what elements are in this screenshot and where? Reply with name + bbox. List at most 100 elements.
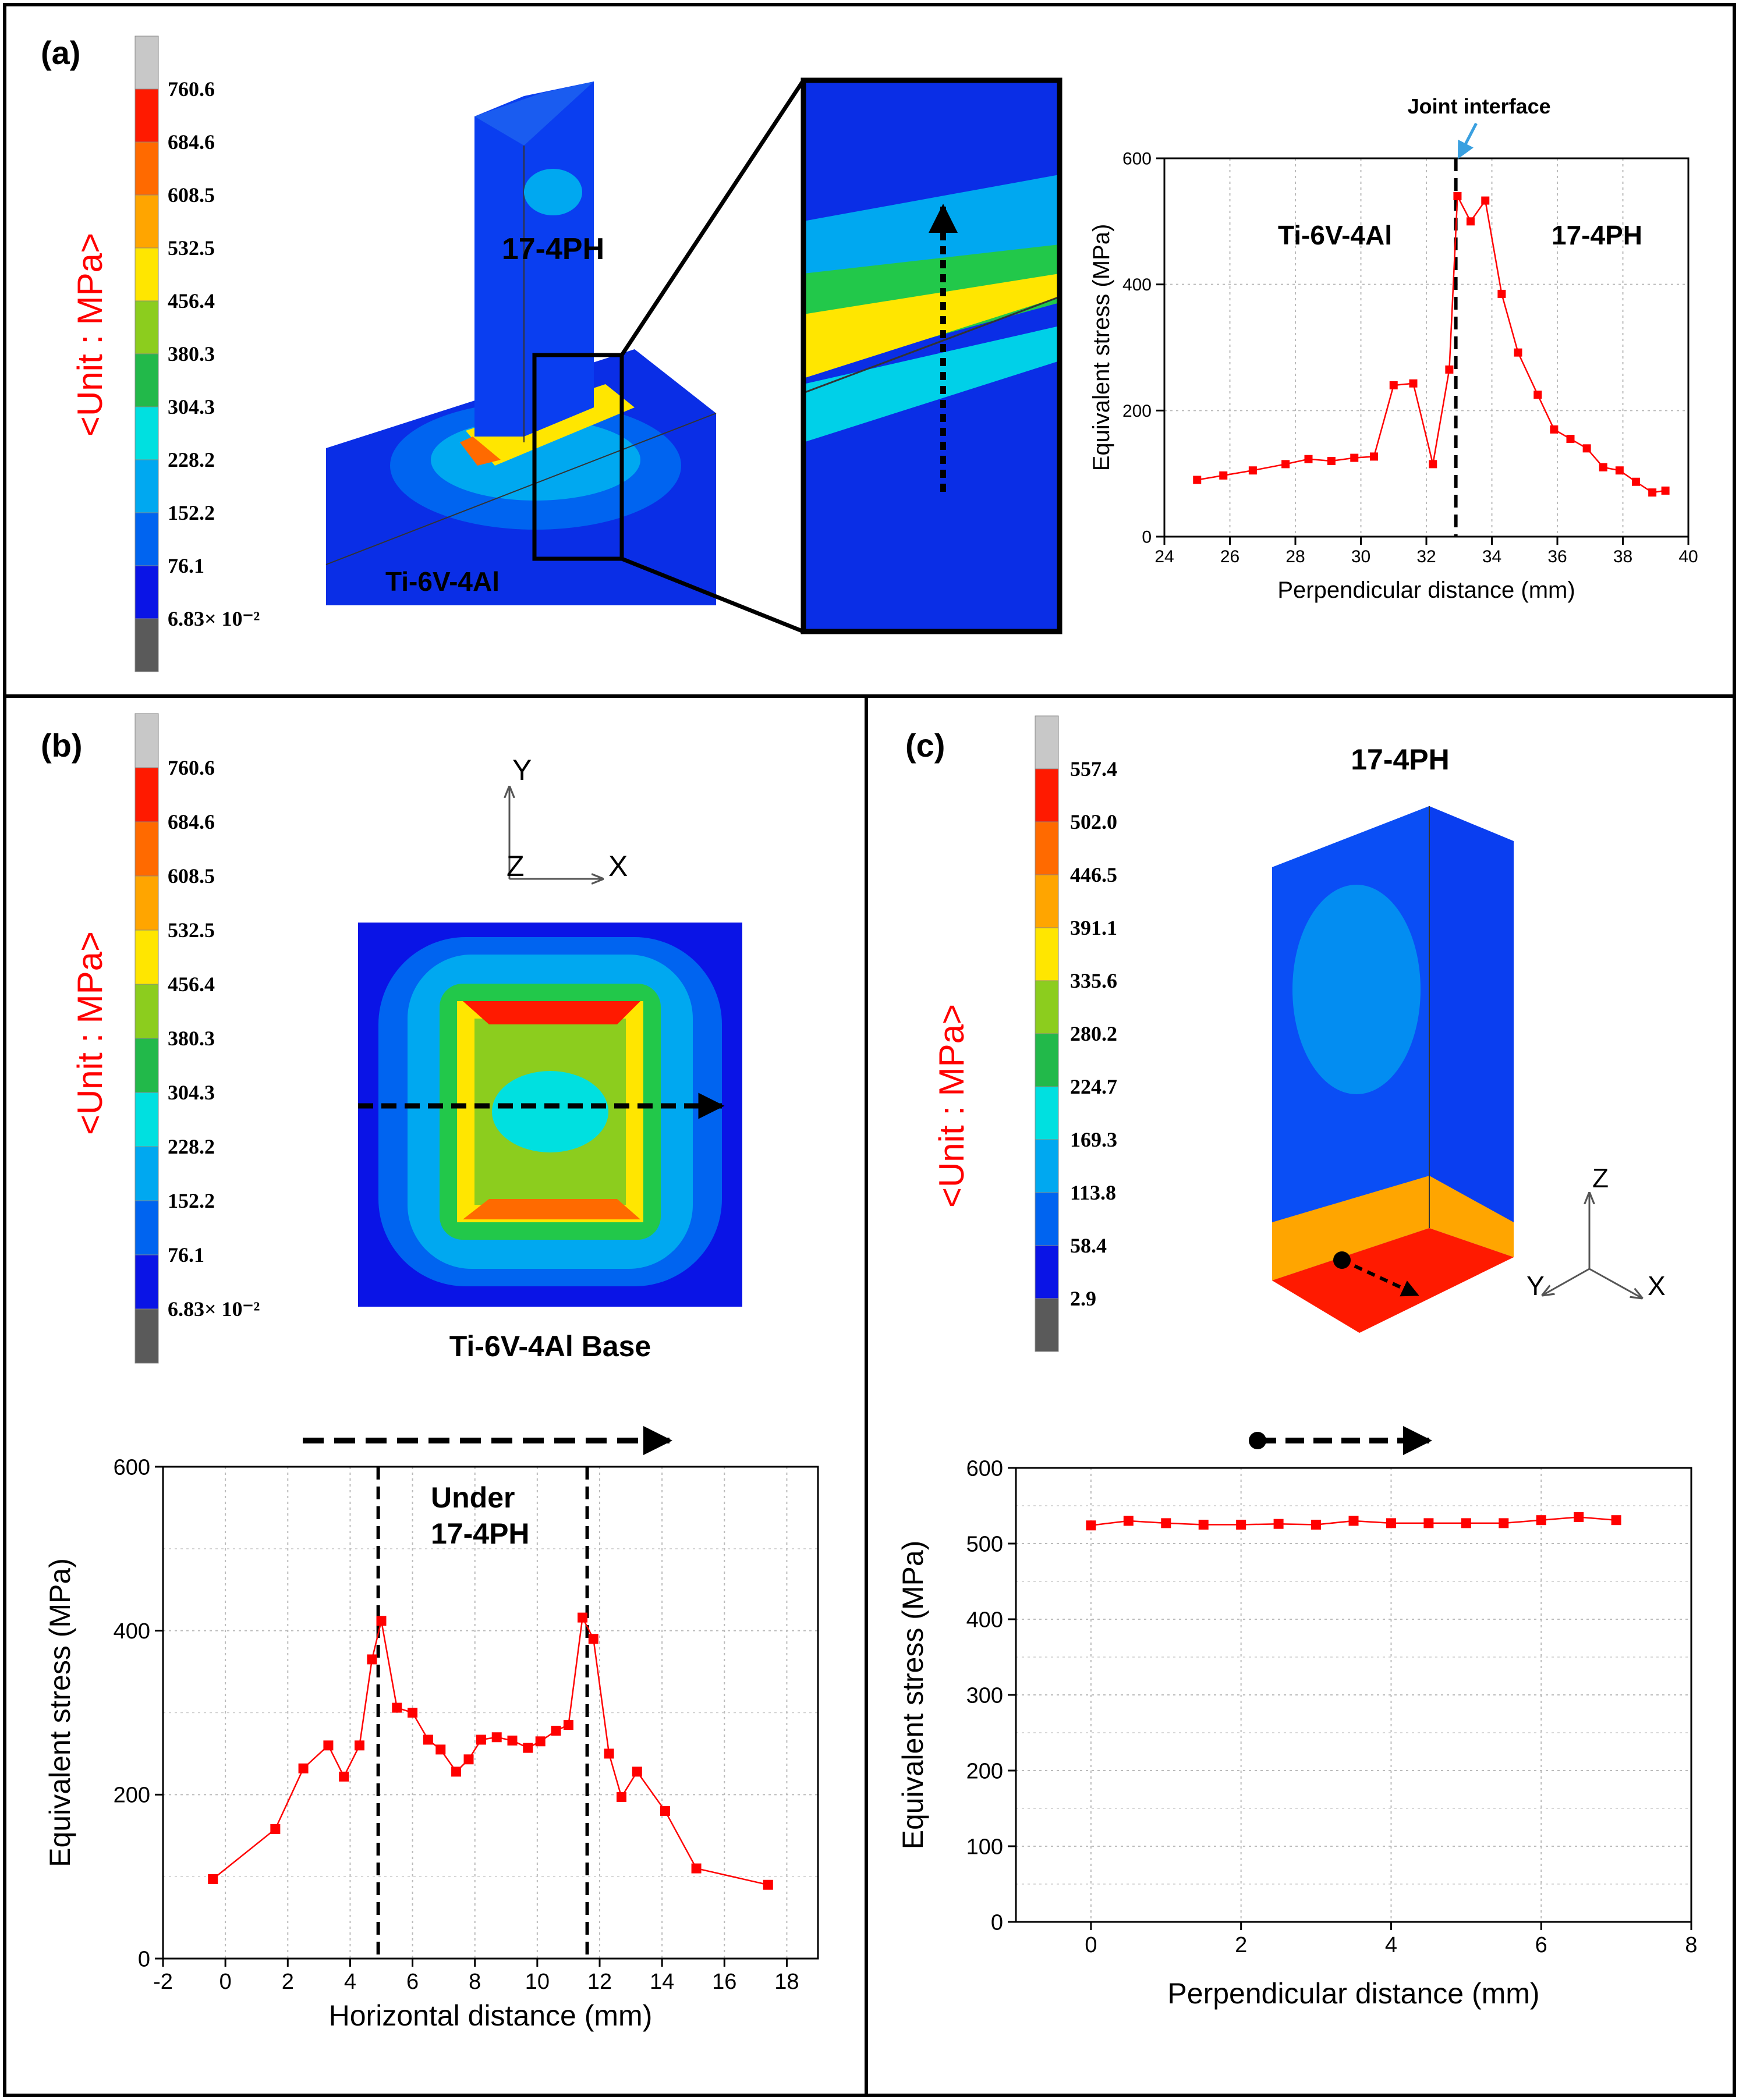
data-point: [1533, 391, 1542, 399]
colorbar-segment: [1035, 768, 1059, 822]
data-point: [1248, 466, 1257, 475]
data-point: [451, 1766, 462, 1777]
joint-interface-label: Joint interface: [1408, 94, 1551, 118]
x-tick-label: 24: [1154, 547, 1174, 566]
data-point: [1514, 348, 1522, 357]
colorbar-tick-label: 557.4: [1070, 757, 1117, 781]
colorbar-segment: [134, 565, 159, 619]
inset-interface-line: [803, 296, 1060, 394]
colorbar-tick-label: 169.3: [1070, 1128, 1117, 1151]
x-tick-label: 16: [712, 1970, 736, 1994]
panel-c-fe-model: 17-4PH Z Y X: [1249, 743, 1666, 1455]
x-tick-label: 30: [1351, 547, 1370, 566]
colorbar-segment: [1035, 1086, 1059, 1140]
colorbar-segment: [1035, 927, 1059, 981]
zoom-connector-top: [620, 79, 805, 356]
c-axis-x-label: X: [1648, 1271, 1666, 1301]
colorbar-tick-label: 304.3: [168, 1081, 215, 1104]
colorbar-tick-label: 684.6: [168, 810, 215, 833]
colorbar-segment: [134, 1146, 159, 1201]
y-axis-title: Equivalent stress (MPa): [44, 1558, 76, 1867]
x-tick-label: 8: [469, 1970, 481, 1994]
colorbar-tick-label: 446.5: [1070, 863, 1117, 886]
panel-frames: [3, 3, 1736, 2097]
colorbar-tick-label: 228.2: [168, 448, 215, 471]
colorbar-segment: [134, 141, 159, 196]
x-axis-title: Perpendicular distance (mm): [1277, 577, 1575, 603]
y-tick-label: 0: [991, 1910, 1003, 1935]
colorbar-segment: [134, 36, 159, 90]
data-point: [1236, 1520, 1246, 1530]
y-tick-label: 200: [114, 1783, 150, 1808]
colorbar-tick-label: 684.6: [168, 130, 215, 154]
data-point: [339, 1771, 349, 1782]
panel-c-label: (c): [905, 727, 945, 764]
c-axis-y-arrow: [1543, 1268, 1590, 1295]
data-point: [1389, 381, 1398, 389]
y-axis-title: Equivalent stress (MPa): [1089, 224, 1114, 471]
x-tick-label: 34: [1482, 547, 1501, 566]
colorbar-segment: [134, 767, 159, 822]
colorbar-tick-label: 228.2: [168, 1135, 215, 1158]
left-region-label: Ti-6V-4Al: [1278, 220, 1392, 250]
data-point: [463, 1754, 474, 1765]
data-point: [1327, 457, 1336, 465]
x-tick-label: 32: [1416, 547, 1436, 566]
c-axis-z-label: Z: [1592, 1163, 1609, 1193]
x-tick-label: 2: [1235, 1933, 1247, 1957]
colorbar-tick-label: 58.4: [1070, 1234, 1107, 1257]
x-tick-label: 36: [1547, 547, 1567, 566]
colorbar-segment: [134, 353, 159, 407]
data-point: [1582, 444, 1591, 453]
panel-b-unit-label: <Unit : MPa>: [70, 931, 109, 1135]
axis-z-label: Z: [507, 850, 525, 882]
data-point: [1086, 1520, 1096, 1531]
base-edge-line: [325, 413, 717, 565]
data-point: [660, 1806, 670, 1816]
data-point: [491, 1732, 502, 1743]
x-axis-title: Horizontal distance (mm): [329, 1999, 653, 2032]
x-tick-label: 14: [650, 1970, 674, 1994]
column-stress-spot: [524, 169, 582, 215]
weld-hot-corner: [460, 437, 501, 466]
colorbar-tick-label: 304.3: [168, 395, 215, 418]
colorbar-tick-label: 380.3: [168, 342, 215, 366]
x-tick-label: 4: [344, 1970, 356, 1994]
colorbar-segment: [134, 1092, 159, 1147]
data-point: [1574, 1512, 1584, 1522]
colorbar-tick-label: 6.83× 10⁻²: [168, 607, 260, 630]
column-c-gradient-band: [1272, 1176, 1514, 1280]
axis-x-label: X: [608, 850, 628, 882]
model-title: 17-4PH: [1351, 743, 1450, 776]
data-point: [1550, 425, 1559, 434]
panel-a-zoom-inset: [801, 77, 1062, 634]
colorbar-segment: [1035, 1298, 1059, 1352]
data-point: [1453, 192, 1462, 200]
colorbar-tick-label: 608.5: [168, 864, 215, 888]
data-point: [376, 1616, 387, 1626]
colorbar-segment: [1035, 1192, 1059, 1246]
colorbar-segment: [134, 713, 159, 768]
data-point: [1304, 455, 1313, 463]
panel-c-colorbar: 557.4 502.0 446.5 391.1 335.6 280.2 224.7 169.3…: [1035, 715, 1117, 1352]
y-tick-label: 600: [1122, 150, 1152, 169]
y-tick-label: 400: [1122, 275, 1152, 295]
under-region-label: Under: [431, 1481, 515, 1514]
colorbar-tick-label: 2.9: [1070, 1287, 1096, 1310]
x-tick-label: 6: [406, 1970, 419, 1994]
colorbar-tick-label: 335.6: [1070, 969, 1117, 992]
colorbar-tick-label: 152.2: [168, 501, 215, 524]
panel-b-colorbar: 760.6 684.6 608.5 532.5 456.4 380.3 304.3 228.2…: [134, 713, 260, 1364]
x-tick-label: 6: [1535, 1933, 1547, 1957]
model-caption: Ti-6V-4Al Base: [449, 1330, 651, 1363]
colorbar-tick-label: 224.7: [1070, 1075, 1117, 1098]
colorbar-tick-label: 391.1: [1070, 916, 1117, 939]
data-point: [551, 1725, 561, 1736]
colorbar-tick-label: 532.5: [168, 236, 215, 260]
x-tick-label: 26: [1220, 547, 1239, 566]
y-tick-label: 600: [966, 1456, 1003, 1481]
data-point: [1599, 463, 1607, 471]
data-point: [1661, 486, 1670, 495]
colorbar-segment: [1035, 1139, 1059, 1193]
